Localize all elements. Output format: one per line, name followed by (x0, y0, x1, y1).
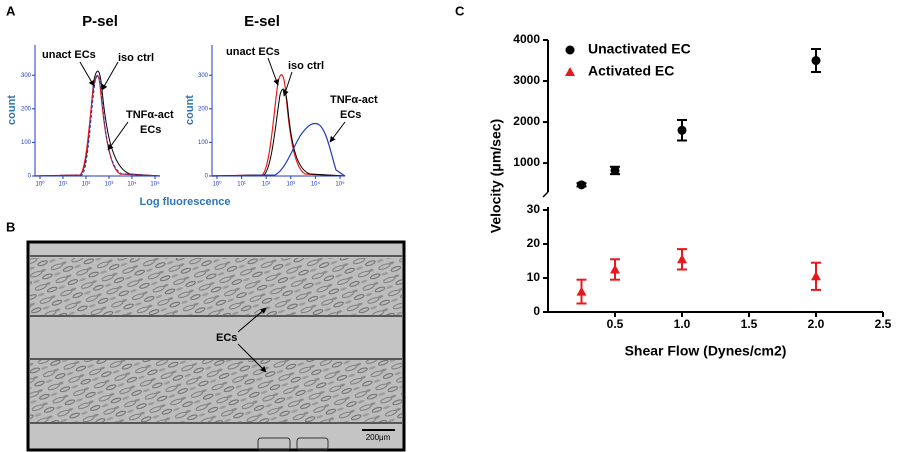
y-axis-label: Velocity (μm/sec) (488, 119, 504, 233)
panel-c: 0 10 20 30 1000 2000 3000 4000 0.5 1.0 1.5 2.0 2.5 Sh… (488, 32, 892, 359)
y-tick-label: 300 (198, 73, 209, 79)
annotation: ECs (340, 109, 361, 121)
x-axis-label: Shear Flow (Dynes/cm2) (625, 343, 787, 359)
legend-label: Unactivated EC (588, 41, 691, 57)
y-tick-label: 0 (28, 174, 32, 180)
x-tick-label: 10² (82, 182, 91, 188)
arrow (329, 121, 346, 143)
axis-label: count (6, 95, 18, 125)
axis-label: count (184, 95, 196, 125)
panel-b: ECs 200μm (26, 240, 406, 452)
data-point (577, 180, 586, 190)
y-tick-label: 0 (533, 304, 540, 318)
inlet (257, 437, 291, 451)
annotation: iso ctrl (118, 52, 154, 64)
x-tick-label: 1.0 (674, 317, 691, 331)
y-tick-label: 200 (198, 106, 209, 112)
arrow (107, 121, 129, 151)
annotation: iso ctrl (288, 60, 324, 72)
axis-break (542, 191, 549, 198)
histogram-curve (211, 74, 346, 177)
x-tick-label: 10¹ (237, 182, 246, 188)
plot-title: P-sel (82, 13, 118, 30)
annotation: ECs (216, 332, 237, 344)
inlet (296, 437, 329, 451)
legend-marker (565, 67, 575, 76)
y-tick-label: 20 (527, 236, 541, 250)
histogram-curve (211, 88, 346, 177)
cell-band (30, 360, 402, 422)
y2-tick-label: 1000 (513, 155, 540, 169)
panel-label: C (455, 3, 465, 18)
legend-label: Activated EC (588, 63, 674, 79)
arrow (282, 71, 293, 97)
x-tick-label: 2.5 (875, 317, 892, 331)
x-tick-label: 10² (262, 182, 271, 188)
scale-label: 200μm (366, 433, 391, 442)
panel-a: P-sel E-sel count count Log fluorescence… (6, 13, 378, 208)
legend-marker (565, 45, 575, 55)
y-tick-label: 0 (205, 174, 209, 180)
x-tick-label: 1.5 (741, 317, 758, 331)
arrow (267, 57, 279, 86)
annotation: unact ECs (42, 49, 96, 61)
histogram-curve (211, 122, 346, 177)
data-point (576, 286, 587, 296)
annotation: TNFα-act (126, 109, 174, 121)
arrow (237, 343, 267, 373)
data-point (677, 125, 687, 135)
data-point (610, 165, 620, 175)
y-tick-label: 30 (527, 202, 541, 216)
x-tick-label: 10⁵ (335, 181, 345, 188)
data-point (677, 254, 687, 264)
data-point (610, 264, 620, 274)
axis-label: Log fluorescence (139, 196, 230, 208)
x-tick-label: 10⁴ (127, 181, 137, 188)
arrow (79, 61, 95, 87)
panel-label: B (6, 219, 15, 234)
y2-tick-label: 3000 (513, 73, 540, 87)
y-tick-label: 200 (21, 106, 32, 112)
x-tick-label: 10⁰ (35, 181, 45, 188)
cell-band (30, 258, 402, 315)
data-point (811, 271, 821, 281)
arrow (237, 307, 267, 333)
histogram-curve (34, 75, 161, 177)
x-tick-label: 0.5 (607, 317, 624, 331)
data-point (811, 56, 821, 66)
y2-tick-label: 2000 (513, 114, 540, 128)
annotation: unact ECs (226, 46, 280, 58)
panel-label: A (6, 3, 16, 18)
x-tick-label: 2.0 (808, 317, 825, 331)
x-tick-label: 10³ (105, 182, 114, 188)
y2-tick-label: 4000 (513, 32, 540, 46)
x-tick-label: 10⁴ (311, 181, 321, 188)
y-tick-label: 100 (198, 140, 209, 146)
x-tick-label: 10¹ (59, 182, 68, 188)
x-tick-label: 10³ (286, 182, 295, 188)
plot-title: E-sel (244, 13, 280, 30)
histogram-axes: 0 100 200 300 10⁰ 10¹ 10² 10³ 10⁴ 10⁵ 0 100 200 300 10… (21, 45, 345, 188)
x-tick-label: 10⁰ (212, 181, 222, 188)
arrow (101, 61, 119, 91)
x-tick-label: 10⁵ (150, 181, 160, 188)
y-tick-label: 10 (527, 270, 541, 284)
y-tick-label: 100 (21, 140, 32, 146)
histogram-curve (34, 74, 161, 177)
annotation: TNFα-act (330, 94, 378, 106)
annotation: ECs (140, 124, 161, 136)
y-tick-label: 300 (21, 73, 32, 79)
